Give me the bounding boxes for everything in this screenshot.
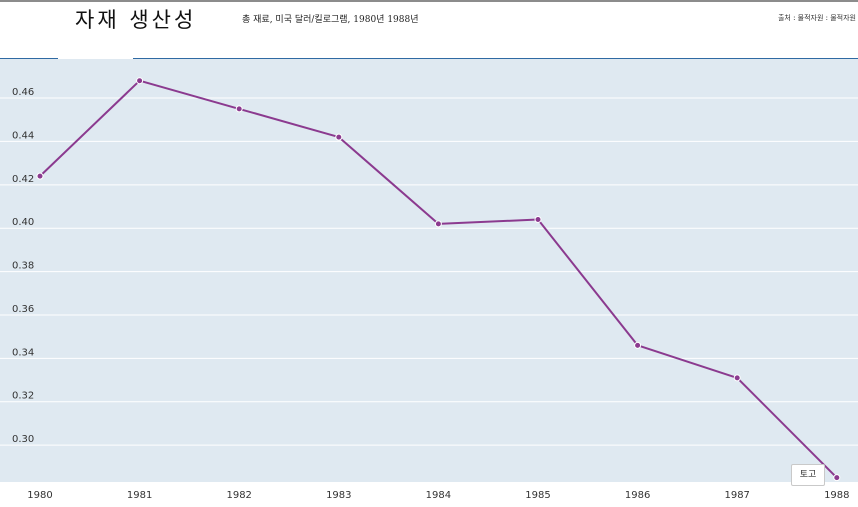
- series-tooltip: 토고: [791, 464, 825, 486]
- data-point[interactable]: [833, 474, 841, 482]
- gridlines: [0, 97, 858, 446]
- y-tick-label: 0.44: [12, 130, 34, 141]
- x-tick-label: 1982: [226, 490, 251, 501]
- data-point[interactable]: [534, 216, 542, 224]
- data-point[interactable]: [136, 77, 144, 85]
- y-tick-label: 0.46: [12, 87, 34, 98]
- data-point[interactable]: [36, 172, 44, 180]
- chart-source: 출처 : 물적자원 : 물적자원: [777, 14, 856, 22]
- x-tick-label: 1981: [127, 490, 152, 501]
- series-line: [39, 79, 838, 479]
- data-point[interactable]: [733, 374, 741, 382]
- chart-subtitle: 총 재료, 미국 달러/킬로그램, 1980년 1988년: [242, 15, 419, 25]
- chart-header: 자재 생산성 총 재료, 미국 달러/킬로그램, 1980년 1988년 출처 …: [0, 2, 858, 58]
- x-tick-label: 1984: [426, 490, 451, 501]
- chart-title: 자재 생산성: [75, 8, 197, 32]
- y-tick-label: 0.34: [12, 347, 34, 358]
- y-tick-label: 0.40: [12, 217, 34, 228]
- top-border: [0, 0, 858, 2]
- y-tick-label: 0.32: [12, 391, 34, 402]
- y-tick-label: 0.38: [12, 261, 34, 272]
- data-point[interactable]: [335, 133, 343, 141]
- y-tick-label: 0.42: [12, 174, 34, 185]
- series: [36, 77, 841, 482]
- x-tick-label: 1985: [525, 490, 550, 501]
- x-tick-label: 1986: [625, 490, 650, 501]
- y-tick-label: 0.30: [12, 434, 34, 445]
- x-tick-label: 1980: [27, 490, 52, 501]
- x-tick-label: 1983: [326, 490, 351, 501]
- y-tick-label: 0.36: [12, 304, 34, 315]
- x-axis: 1980 1981 1982 1983 1984 1985 1986 1987 1988: [27, 490, 849, 501]
- header-divider: [0, 58, 858, 59]
- header-tab-gap: [58, 57, 133, 60]
- data-point[interactable]: [634, 341, 642, 349]
- data-point[interactable]: [235, 105, 243, 113]
- plot-area: [0, 59, 858, 482]
- x-tick-label: 1988: [824, 490, 849, 501]
- x-tick-label: 1987: [724, 490, 749, 501]
- y-axis: 0.30 0.32 0.34 0.36 0.38 0.40 0.42 0.44 0.46: [12, 87, 34, 445]
- data-point[interactable]: [434, 220, 442, 228]
